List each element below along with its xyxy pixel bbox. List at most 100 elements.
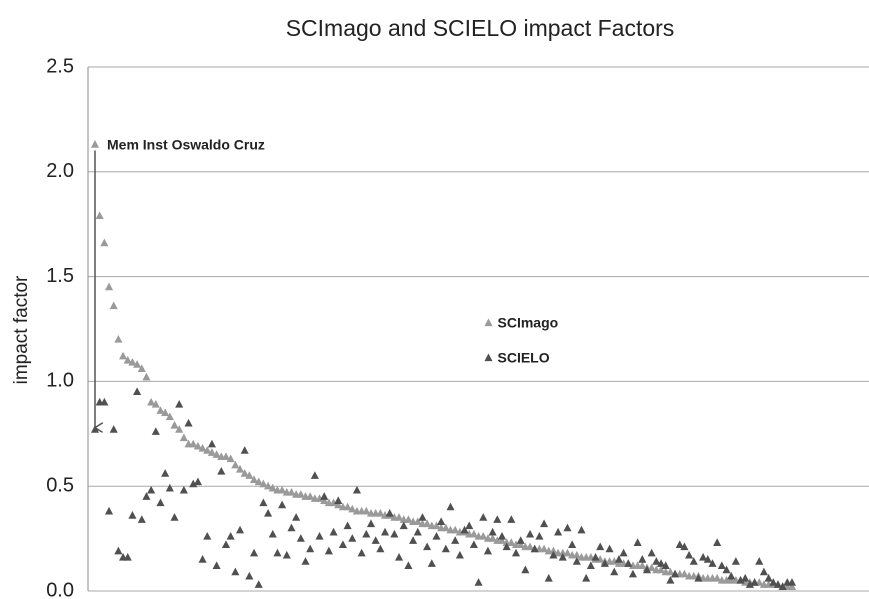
- point: [198, 555, 207, 563]
- point: [493, 515, 502, 523]
- point: [745, 580, 754, 588]
- point: [338, 540, 347, 549]
- point: [292, 513, 301, 521]
- point: [128, 358, 137, 366]
- point: [235, 464, 245, 473]
- point: [521, 565, 530, 574]
- point: [315, 532, 324, 540]
- point: [582, 573, 591, 582]
- point: [123, 552, 132, 561]
- point: [231, 460, 240, 469]
- point: [348, 534, 357, 542]
- point: [656, 559, 666, 567]
- point: [315, 494, 324, 502]
- point: [507, 538, 516, 546]
- point: [647, 563, 656, 572]
- y-tick-label: 1.0: [46, 370, 74, 392]
- point: [254, 580, 263, 588]
- y-tick-label: 2.0: [46, 160, 74, 182]
- point: [699, 552, 708, 561]
- point: [221, 452, 231, 461]
- point: [334, 496, 343, 505]
- point: [558, 552, 567, 561]
- point: [460, 525, 469, 534]
- point: [689, 557, 698, 565]
- point: [525, 542, 535, 551]
- point: [296, 534, 305, 542]
- point: [114, 334, 123, 343]
- point: [671, 569, 680, 578]
- point: [320, 492, 329, 500]
- point: [151, 399, 160, 408]
- point: [212, 450, 221, 458]
- y-tick-label: 2.5: [46, 55, 74, 77]
- point: [713, 538, 722, 546]
- point: [147, 397, 156, 406]
- point: [661, 561, 670, 569]
- point: [647, 548, 656, 557]
- point: [240, 446, 249, 454]
- point: [249, 548, 259, 557]
- point: [731, 557, 740, 565]
- point: [156, 406, 165, 414]
- legend-label: SCIELO: [498, 350, 550, 366]
- point: [483, 546, 492, 555]
- point: [432, 521, 441, 530]
- point: [193, 441, 202, 450]
- point: [133, 360, 142, 368]
- point: [600, 559, 609, 567]
- point: [198, 443, 207, 452]
- point: [656, 565, 666, 574]
- chart-title: SCImago and SCIELO impact Factors: [286, 15, 675, 41]
- point: [675, 540, 684, 549]
- point: [254, 477, 263, 486]
- point: [404, 515, 413, 523]
- point: [240, 469, 249, 477]
- point: [151, 427, 160, 435]
- point: [488, 527, 497, 536]
- point: [455, 550, 464, 559]
- point: [755, 557, 764, 565]
- point: [591, 552, 600, 561]
- point: [633, 538, 642, 546]
- point: [282, 550, 291, 559]
- point: [441, 544, 450, 553]
- point: [366, 519, 376, 528]
- point: [469, 529, 478, 538]
- point: [212, 561, 221, 569]
- point: [638, 555, 647, 563]
- y-tick-label: 1.5: [46, 265, 74, 287]
- point: [642, 565, 652, 574]
- legend-marker: [484, 318, 493, 327]
- point: [703, 555, 712, 563]
- point: [352, 485, 362, 494]
- point: [535, 532, 544, 540]
- point: [104, 506, 114, 515]
- point: [343, 521, 352, 530]
- point: [549, 550, 558, 559]
- point: [409, 536, 418, 544]
- point: [474, 578, 483, 586]
- point: [390, 529, 399, 538]
- point: [572, 550, 581, 559]
- point: [549, 546, 558, 555]
- point: [497, 536, 507, 544]
- point: [161, 469, 170, 477]
- point: [161, 408, 170, 416]
- point: [427, 559, 436, 567]
- point: [568, 540, 577, 549]
- point: [423, 519, 432, 528]
- point: [376, 508, 385, 517]
- point: [109, 301, 118, 310]
- point: [525, 529, 535, 538]
- point: [666, 567, 675, 576]
- point: [418, 513, 427, 521]
- point: [413, 517, 422, 525]
- y-tick-label: 0.5: [46, 474, 74, 496]
- point: [530, 544, 539, 553]
- point: [722, 565, 731, 574]
- point: [245, 571, 254, 580]
- point: [273, 548, 282, 557]
- point: [137, 364, 146, 372]
- point: [554, 527, 563, 536]
